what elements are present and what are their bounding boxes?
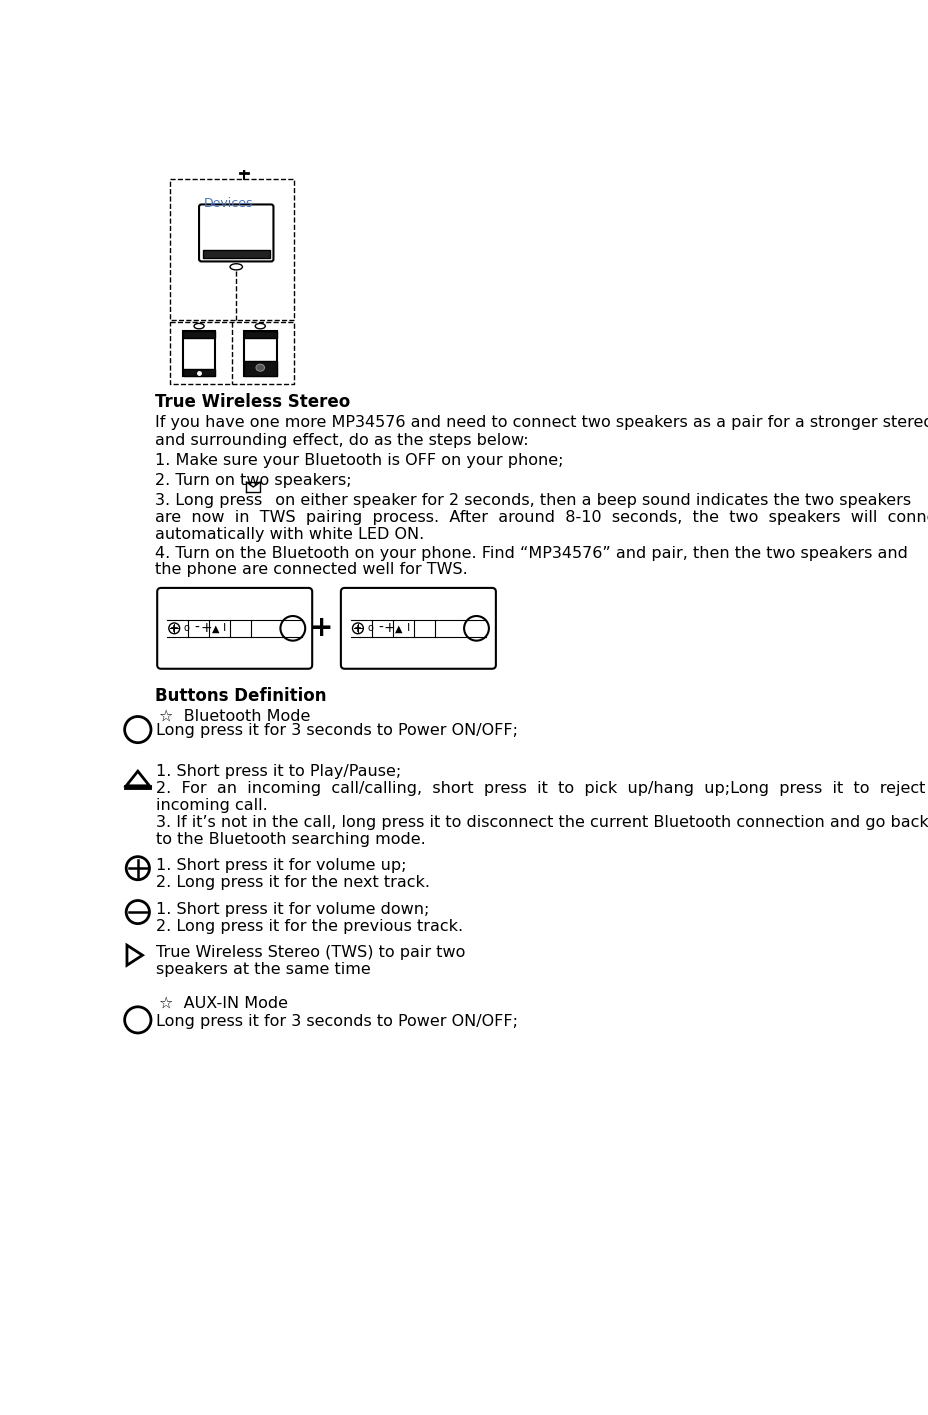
Text: are  now  in  TWS  pairing  process.  After  around  8-10  seconds,  the  two  s: are now in TWS pairing process. After ar… xyxy=(155,511,928,525)
Polygon shape xyxy=(202,250,269,258)
Polygon shape xyxy=(183,331,215,376)
Text: Devices: Devices xyxy=(203,197,253,209)
Text: 3. If it’s not in the call, long press it to disconnect the current Bluetooth co: 3. If it’s not in the call, long press i… xyxy=(156,815,928,831)
Text: the phone are connected well for TWS.: the phone are connected well for TWS. xyxy=(155,563,467,577)
Text: If you have one more MP34576 and need to connect two speakers as a pair for a st: If you have one more MP34576 and need to… xyxy=(155,415,928,430)
Text: 4. Turn on the Bluetooth on your phone. Find “MP34576” and pair, then the two sp: 4. Turn on the Bluetooth on your phone. … xyxy=(155,546,907,560)
Text: incoming call.: incoming call. xyxy=(156,798,268,814)
Polygon shape xyxy=(244,331,277,376)
Polygon shape xyxy=(244,361,277,376)
Text: +: + xyxy=(200,621,212,635)
Text: +: + xyxy=(383,621,395,635)
Text: o: o xyxy=(367,624,373,634)
Text: I: I xyxy=(406,624,409,634)
Text: 2. Turn on two speakers;: 2. Turn on two speakers; xyxy=(155,473,351,488)
Text: 2. Long press it for the next track.: 2. Long press it for the next track. xyxy=(156,874,430,890)
Text: I: I xyxy=(223,624,226,634)
Text: True Wireless Stereo (TWS) to pair two: True Wireless Stereo (TWS) to pair two xyxy=(156,945,465,961)
Text: +: + xyxy=(309,614,333,642)
Polygon shape xyxy=(183,331,215,338)
Ellipse shape xyxy=(194,324,204,328)
Text: 1. Short press it for volume up;: 1. Short press it for volume up; xyxy=(156,857,406,873)
Text: 1. Short press it to Play/Pause;: 1. Short press it to Play/Pause; xyxy=(156,764,401,780)
Ellipse shape xyxy=(255,324,265,328)
Text: speakers at the same time: speakers at the same time xyxy=(156,962,371,978)
Text: to the Bluetooth searching mode.: to the Bluetooth searching mode. xyxy=(156,832,426,848)
Ellipse shape xyxy=(230,263,242,270)
Text: automatically with white LED ON.: automatically with white LED ON. xyxy=(155,526,424,542)
Text: and surrounding effect, do as the steps below:: and surrounding effect, do as the steps … xyxy=(155,433,528,449)
Text: 1. Short press it for volume down;: 1. Short press it for volume down; xyxy=(156,903,430,917)
Text: ▲: ▲ xyxy=(394,624,403,634)
Text: 2. Long press it for the previous track.: 2. Long press it for the previous track. xyxy=(156,918,463,934)
Text: -: - xyxy=(194,621,199,635)
Text: Buttons Definition: Buttons Definition xyxy=(155,688,326,705)
Text: 2.  For  an  incoming  call/calling,  short  press  it  to  pick  up/hang  up;Lo: 2. For an incoming call/calling, short p… xyxy=(156,781,928,797)
Text: ☆  AUX-IN Mode: ☆ AUX-IN Mode xyxy=(159,995,288,1010)
Text: 1. Make sure your Bluetooth is OFF on your phone;: 1. Make sure your Bluetooth is OFF on yo… xyxy=(155,453,562,468)
Text: 3. Long press: 3. Long press xyxy=(155,494,262,508)
Text: Long press it for 3 seconds to Power ON/OFF;: Long press it for 3 seconds to Power ON/… xyxy=(156,1013,518,1029)
Text: ▲: ▲ xyxy=(212,624,219,634)
Text: Long press it for 3 seconds to Power ON/OFF;: Long press it for 3 seconds to Power ON/… xyxy=(156,723,518,739)
Polygon shape xyxy=(244,331,277,338)
FancyBboxPatch shape xyxy=(199,204,273,262)
Text: o: o xyxy=(184,624,189,634)
Text: -: - xyxy=(378,621,382,635)
Text: True Wireless Stereo: True Wireless Stereo xyxy=(155,393,350,412)
Text: on either speaker for 2 seconds, then a beep sound indicates the two speakers: on either speaker for 2 seconds, then a … xyxy=(264,494,910,508)
Text: ☆  Bluetooth Mode: ☆ Bluetooth Mode xyxy=(159,709,310,724)
Polygon shape xyxy=(183,369,215,376)
Ellipse shape xyxy=(256,364,264,371)
